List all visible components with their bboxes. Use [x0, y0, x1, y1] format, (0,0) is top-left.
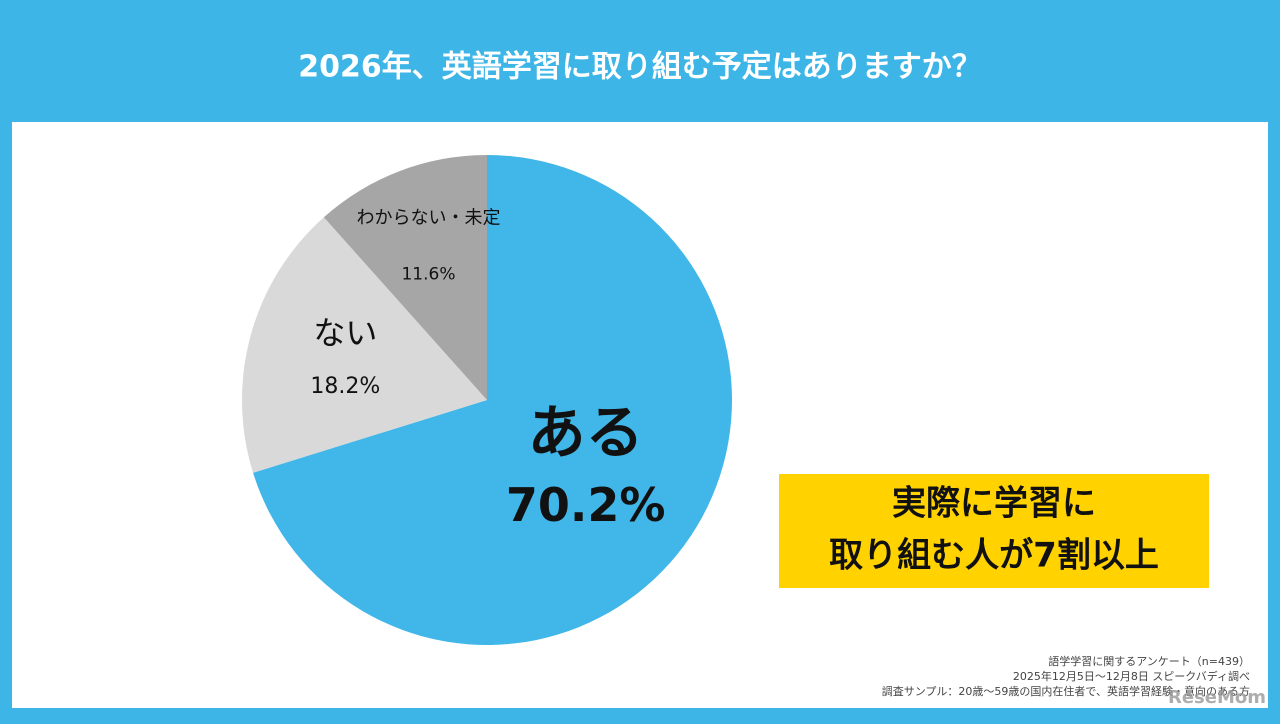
callout-box — [779, 474, 1209, 588]
callout-line: 実際に学習に — [892, 484, 1096, 524]
source-note: 調査サンプル：20歳〜59歳の国内在住者で、英語学習経験・意向のある方 — [882, 684, 1250, 698]
slice-label: ある — [528, 399, 644, 467]
value-label: 11.6% — [401, 265, 455, 285]
slice-label: ない — [313, 314, 377, 352]
pie-slice — [253, 155, 733, 646]
slice-label: わからない・未定 — [356, 208, 500, 229]
watermark: ReseMom — [1168, 687, 1266, 708]
value-label: 70.2% — [506, 478, 666, 532]
pie-slice — [323, 155, 487, 400]
chart-title: 2026年、英語学習に取り組む予定はありますか？ — [298, 50, 982, 85]
value-label: 18.2% — [310, 374, 380, 399]
source-note: 2025年12月5日〜12月8日 スピークバディ調べ — [1013, 669, 1250, 683]
callout-line: 取り組む人が7割以上 — [829, 536, 1159, 576]
pie-slice — [241, 217, 487, 473]
source-note: 語学学習に関するアンケート（n=439） — [1048, 654, 1250, 668]
